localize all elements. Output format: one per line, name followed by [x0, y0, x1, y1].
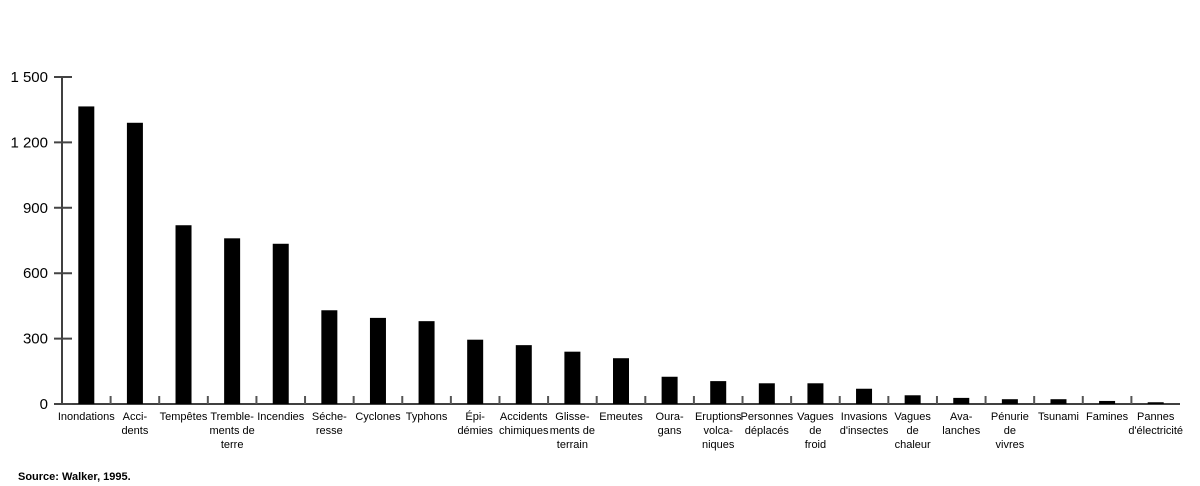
y-tick-label: 600	[23, 265, 48, 282]
y-tick-label: 300	[23, 331, 48, 348]
bar	[515, 345, 532, 404]
x-tick-label: Épi-démies	[457, 410, 493, 437]
bar	[224, 238, 241, 404]
bar	[175, 225, 192, 404]
x-tick-label: Cyclones	[355, 411, 401, 423]
x-tick-label: Ava-lanches	[942, 411, 980, 437]
bar	[1099, 400, 1116, 404]
x-tick-label: Emeutes	[599, 411, 643, 423]
bar	[369, 317, 386, 404]
bar	[953, 397, 970, 404]
x-tick-label: Invasions d'insectes	[840, 411, 889, 437]
bar	[78, 106, 95, 405]
bar	[418, 321, 435, 404]
x-tick-label: Eruptions volca-niques	[695, 411, 742, 451]
x-tick-label: Acci-dents	[121, 411, 148, 437]
bar	[321, 310, 338, 404]
y-tick-label: 1 200	[10, 134, 48, 151]
y-tick-label: 1 500	[10, 69, 48, 86]
bar	[710, 381, 727, 404]
bar	[807, 383, 824, 404]
bar	[126, 122, 143, 404]
x-tick-label: Tempêtes	[160, 411, 208, 423]
x-tick-label: Vagues de chaleur	[894, 411, 931, 451]
y-tick-label: 0	[40, 396, 48, 413]
x-tick-label: Accidents chimiques	[499, 411, 549, 437]
x-tick-label: Pannes d'électricité	[1128, 411, 1183, 437]
x-tick-label: Tremble-ments de terre	[210, 411, 255, 451]
bar	[904, 395, 921, 404]
x-tick-label: Vagues de froid	[797, 411, 834, 451]
x-tick-label: Inondations	[58, 411, 115, 423]
x-tick-label: Pénurie de vivres	[991, 411, 1029, 451]
bar	[272, 243, 289, 404]
x-tick-label: Glisse-ments de terrain	[550, 411, 595, 451]
bar	[1147, 402, 1164, 404]
bar	[1001, 399, 1018, 404]
x-tick-label: Famines	[1086, 411, 1129, 423]
bar	[661, 376, 678, 404]
bar	[1050, 399, 1067, 404]
bar	[564, 351, 581, 404]
x-tick-label: Personnes déplacés	[741, 411, 794, 437]
bar	[758, 383, 775, 404]
bar	[856, 388, 873, 404]
bar	[613, 358, 629, 404]
x-tick-label: Tsunami	[1038, 411, 1079, 423]
y-tick-label: 900	[23, 200, 48, 217]
x-tick-label: Incendies	[257, 411, 305, 423]
x-tick-label: Oura-gans	[656, 411, 684, 437]
source-note: Source: Walker, 1995.	[18, 471, 131, 483]
x-tick-label: Typhons	[406, 411, 448, 423]
bar	[467, 339, 484, 404]
x-tick-label: Séche-resse	[312, 411, 347, 437]
